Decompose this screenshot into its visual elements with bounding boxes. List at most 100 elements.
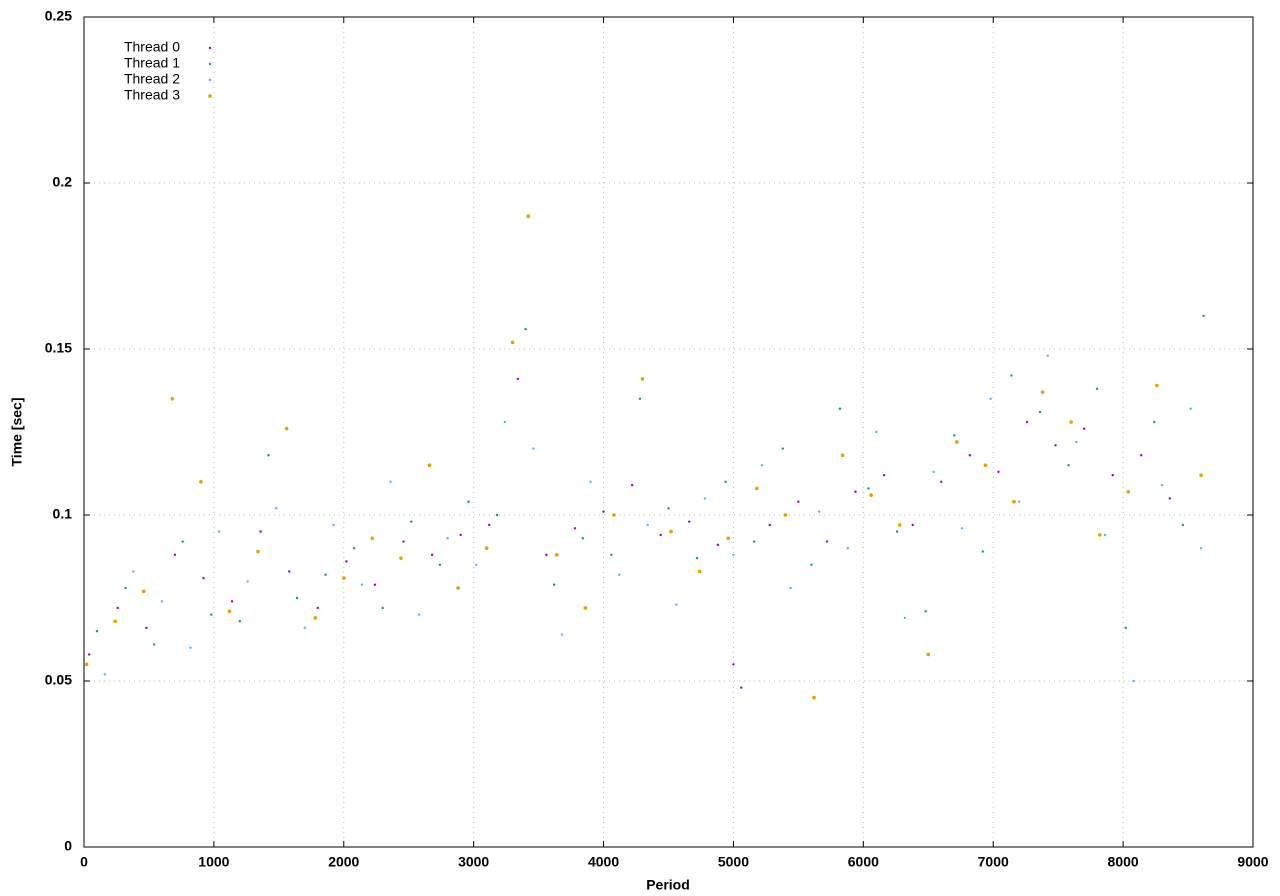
y-tick-label: 0.15 xyxy=(45,340,72,356)
point xyxy=(1181,523,1185,527)
point xyxy=(475,563,478,566)
point xyxy=(989,397,992,400)
point xyxy=(732,663,735,666)
point xyxy=(199,480,203,484)
point xyxy=(284,426,289,431)
point xyxy=(940,480,943,483)
point xyxy=(552,583,556,586)
point xyxy=(554,553,559,557)
point xyxy=(697,569,702,574)
point xyxy=(238,620,242,623)
point xyxy=(417,613,421,616)
y-tick-label: 0.05 xyxy=(45,672,72,688)
point xyxy=(1054,444,1057,447)
point xyxy=(1038,410,1042,414)
point xyxy=(324,573,327,576)
point xyxy=(1046,354,1049,357)
point xyxy=(484,546,489,550)
point xyxy=(924,610,927,613)
point xyxy=(732,553,735,557)
legend-marker xyxy=(208,62,212,66)
point xyxy=(895,530,899,533)
point xyxy=(87,653,91,656)
point xyxy=(430,553,434,557)
x-tick-label: 8000 xyxy=(1108,854,1139,870)
point xyxy=(1189,407,1192,410)
point xyxy=(760,464,764,467)
point xyxy=(267,454,270,457)
point xyxy=(955,440,959,444)
legend-marker xyxy=(208,78,212,82)
point xyxy=(381,606,384,610)
point xyxy=(217,530,221,533)
point xyxy=(173,553,177,557)
point xyxy=(288,570,291,573)
point xyxy=(1082,427,1086,430)
point xyxy=(181,540,184,543)
point xyxy=(688,520,691,523)
point xyxy=(202,576,205,580)
point xyxy=(427,463,432,468)
point xyxy=(1199,473,1203,477)
point xyxy=(259,530,262,533)
point xyxy=(1095,387,1099,391)
point xyxy=(1103,533,1107,537)
point xyxy=(638,397,642,400)
x-tick-label: 2000 xyxy=(328,854,359,870)
legend-marker xyxy=(208,94,212,98)
point xyxy=(410,520,413,523)
point xyxy=(1153,420,1156,424)
point xyxy=(316,606,319,610)
point xyxy=(581,537,584,540)
point xyxy=(113,619,117,624)
point xyxy=(524,327,527,331)
point xyxy=(724,480,727,483)
legend-label: Thread 2 xyxy=(124,71,180,87)
point xyxy=(532,447,535,450)
point xyxy=(124,586,127,590)
point xyxy=(459,533,462,537)
legend-marker xyxy=(208,46,212,50)
point xyxy=(997,470,1000,474)
point xyxy=(838,407,842,410)
point xyxy=(560,633,564,636)
legend-label: Thread 1 xyxy=(124,55,180,71)
point xyxy=(1097,533,1102,537)
point xyxy=(911,523,914,527)
point xyxy=(640,377,645,381)
point xyxy=(968,454,972,457)
point xyxy=(810,563,813,566)
point xyxy=(602,510,605,513)
point xyxy=(256,549,260,554)
y-tick-label: 0.2 xyxy=(53,174,73,190)
point xyxy=(981,550,985,553)
point xyxy=(313,616,318,620)
x-tick-label: 0 xyxy=(80,854,88,870)
point xyxy=(516,377,520,381)
x-tick-label: 5000 xyxy=(718,854,749,870)
point xyxy=(1025,420,1029,424)
point xyxy=(583,606,588,610)
point xyxy=(152,643,156,646)
point xyxy=(755,486,759,491)
point xyxy=(95,630,99,633)
point xyxy=(617,573,621,576)
point xyxy=(817,510,821,513)
point xyxy=(467,500,470,503)
point xyxy=(1124,626,1127,630)
point xyxy=(612,513,616,517)
point xyxy=(1018,500,1021,503)
point xyxy=(295,596,299,600)
point xyxy=(160,600,164,603)
legend-label: Thread 0 xyxy=(124,39,180,55)
point xyxy=(932,470,935,474)
point xyxy=(825,540,829,543)
point xyxy=(1202,314,1205,317)
point xyxy=(1126,489,1131,494)
point xyxy=(345,560,348,563)
point xyxy=(275,507,278,510)
point xyxy=(230,600,234,603)
point xyxy=(953,434,956,437)
point xyxy=(84,662,89,667)
